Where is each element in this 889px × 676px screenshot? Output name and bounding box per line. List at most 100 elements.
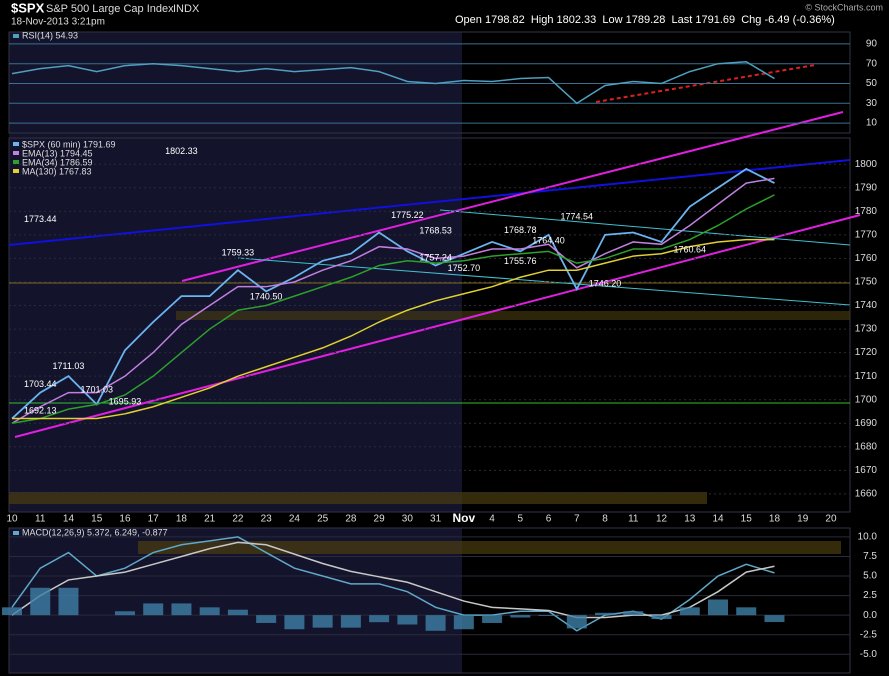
annotation: 1768.53 xyxy=(419,226,452,236)
annotation: 1768.78 xyxy=(504,225,537,235)
x-tick-label: 19 xyxy=(797,514,809,525)
x-tick-label: 21 xyxy=(204,514,216,525)
y-tick-label: 1680 xyxy=(855,441,878,452)
y-tick-label: 30 xyxy=(866,98,878,109)
annotation: 1746.20 xyxy=(589,278,622,288)
histogram-bar xyxy=(284,615,305,630)
legend-entry: MACD(12,26,9) 5.372, 6.249, -0.877 xyxy=(22,527,168,537)
histogram-bar xyxy=(171,603,192,616)
y-tick-label: 1790 xyxy=(855,182,878,193)
y-tick-label: 1690 xyxy=(855,418,878,429)
legend-swatch xyxy=(13,531,19,535)
x-tick-label: 15 xyxy=(91,514,103,525)
annotation: 1695.93 xyxy=(109,397,142,407)
rsi-trend xyxy=(595,64,816,103)
y-tick-label: 2.5 xyxy=(863,590,877,601)
x-tick-label: 14 xyxy=(63,514,75,525)
y-tick-label: 1660 xyxy=(855,489,878,500)
annotation: 1764.40 xyxy=(532,235,565,245)
x-tick-label: 22 xyxy=(232,514,244,525)
legend-swatch xyxy=(13,169,19,173)
series-line xyxy=(12,238,775,420)
y-tick-label: -2.5 xyxy=(860,629,878,640)
y-tick-label: 1750 xyxy=(855,277,878,288)
annotation: 1773.44 xyxy=(24,214,57,224)
histogram-bar xyxy=(595,612,616,616)
x-tick-label: 14 xyxy=(712,514,724,525)
histogram-bar xyxy=(510,615,531,618)
rsi-frame xyxy=(8,31,851,134)
y-tick-label: 90 xyxy=(866,39,878,50)
x-tick-label: 24 xyxy=(289,514,301,525)
legend-entry: EMA(34) 1786.59 xyxy=(22,157,93,167)
x-tick-label: 11 xyxy=(35,514,46,525)
zone xyxy=(138,541,841,554)
annotation: 1775.22 xyxy=(391,210,424,220)
legend-swatch xyxy=(13,34,19,38)
y-tick-label: 1800 xyxy=(855,159,878,170)
histogram-bar xyxy=(30,587,51,616)
histogram-bar xyxy=(764,615,785,623)
annotation: 1701.03 xyxy=(80,385,113,395)
x-tick-label: 13 xyxy=(684,514,696,525)
y-tick-label: 1760 xyxy=(855,253,878,264)
series-line xyxy=(11,541,775,619)
exchange: INDX xyxy=(173,3,200,15)
annotation: 1711.03 xyxy=(53,361,85,371)
annotation: 1757.24 xyxy=(419,252,452,262)
x-tick-label: 11 xyxy=(628,514,639,525)
legend-entry: MA(130) 1767.83 xyxy=(22,166,92,176)
legend-swatch xyxy=(13,151,19,155)
y-tick-label: 7.5 xyxy=(863,551,877,562)
y-tick-label: 50 xyxy=(866,78,878,89)
histogram-bar xyxy=(256,615,277,623)
x-tick-label: 29 xyxy=(374,514,386,525)
legend-entry: $SPX (60 min) 1791.69 xyxy=(22,139,116,149)
index-name: S&P 500 Large Cap Index xyxy=(46,3,174,15)
histogram-bar xyxy=(143,603,164,616)
symbol: $SPX xyxy=(11,0,45,15)
y-tick-label: 1720 xyxy=(855,347,878,358)
date: 18-Nov-2013 3:21pm xyxy=(11,17,105,28)
x-tick-label: 18 xyxy=(176,514,188,525)
histogram-bar xyxy=(623,611,644,616)
x-tick-label: 16 xyxy=(119,514,131,525)
x-tick-label: 28 xyxy=(345,514,357,525)
x-tick-label: 4 xyxy=(489,514,495,525)
legend-swatch xyxy=(13,160,19,164)
series-line xyxy=(11,194,775,424)
quote: Open 1798.82 High 1802.33 Low 1789.28 La… xyxy=(455,14,835,26)
annotation: 1755.76 xyxy=(504,256,537,266)
histogram-bar xyxy=(425,615,446,631)
annotation: 1802.33 xyxy=(165,146,198,156)
histogram-bar xyxy=(708,599,728,616)
histogram-bar xyxy=(114,611,135,616)
trend-line xyxy=(439,209,851,246)
y-tick-label: 1730 xyxy=(855,324,878,335)
trend-line xyxy=(8,159,851,246)
histogram-bar xyxy=(566,615,587,629)
x-tick-label: 23 xyxy=(261,514,273,525)
zone xyxy=(176,311,850,320)
x-tick-label: 15 xyxy=(741,514,753,525)
x-tick-label: 7 xyxy=(574,514,580,525)
histogram-bar xyxy=(340,615,361,628)
series-line xyxy=(11,60,775,105)
y-tick-label: 10 xyxy=(866,118,878,129)
histogram-bar xyxy=(538,615,559,616)
histogram-bar xyxy=(312,615,333,628)
x-tick-label: Nov xyxy=(453,511,476,525)
y-tick-label: 1770 xyxy=(855,230,878,241)
y-tick-label: 1780 xyxy=(855,206,878,217)
x-tick-label: 17 xyxy=(148,514,160,525)
x-tick-label: 20 xyxy=(825,514,837,525)
x-tick-label: 30 xyxy=(402,514,414,525)
x-tick-label: 25 xyxy=(317,514,329,525)
legend-swatch xyxy=(13,142,19,146)
histogram-bar xyxy=(199,607,220,616)
legend-entry: EMA(13) 1794.45 xyxy=(22,148,93,158)
zone xyxy=(9,492,707,504)
annotation: 1774.54 xyxy=(561,212,594,222)
histogram-bar xyxy=(482,615,503,623)
